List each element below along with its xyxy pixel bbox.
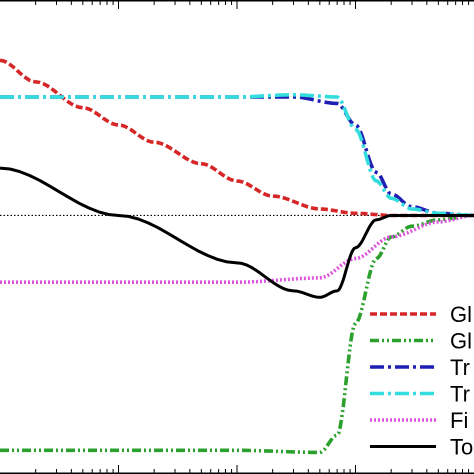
legend-label-3: Tr <box>450 355 470 380</box>
legend-label-4: Tr <box>450 382 470 407</box>
legend-label-6: To <box>450 435 473 460</box>
legend-label-2: Gl <box>450 329 472 354</box>
series-line-2 <box>0 213 474 455</box>
series-line-5 <box>0 213 474 284</box>
series-line-6 <box>0 166 474 299</box>
legend-label-1: Gl <box>450 302 472 327</box>
legend-label-5: Fi <box>450 408 468 433</box>
series-line-1 <box>0 58 474 218</box>
series-line-4 <box>0 93 474 218</box>
